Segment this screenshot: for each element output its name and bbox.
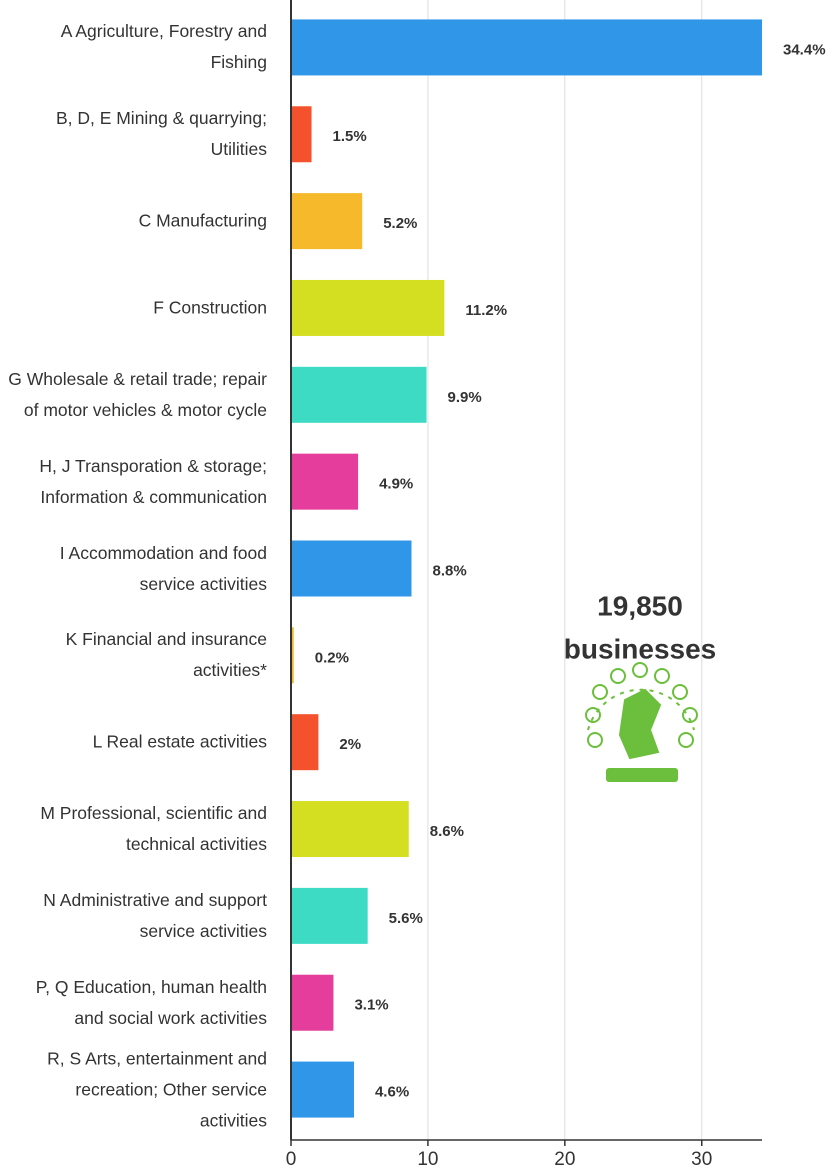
y-tick-label: R, S Arts, entertainment and recreation;…	[47, 1048, 267, 1131]
bar	[291, 193, 363, 250]
bar	[291, 1061, 354, 1118]
bar	[291, 801, 409, 858]
bar	[291, 627, 294, 684]
value-label: 1.5%	[333, 128, 367, 145]
value-label: 8.8%	[432, 562, 466, 579]
value-label: 8.6%	[430, 823, 464, 840]
value-label: 5.2%	[383, 215, 417, 232]
y-tick-label: M Professional, scientific and technical…	[40, 803, 267, 855]
annotation: businesses	[564, 633, 717, 664]
value-label: 9.9%	[448, 389, 482, 406]
y-tick-label: P, Q Education, human health and social …	[35, 976, 267, 1028]
value-label: 5.6%	[389, 910, 423, 927]
value-label: 4.6%	[375, 1084, 409, 1101]
bar	[291, 453, 359, 510]
x-tick-label: 30	[691, 1149, 712, 1170]
x-tick-label: 10	[417, 1149, 438, 1170]
y-tick-label: F Construction	[153, 297, 267, 318]
y-tick-label: N Administrative and support service act…	[43, 889, 267, 941]
value-label: 4.9%	[379, 476, 413, 493]
bar	[291, 366, 427, 423]
bar	[291, 540, 412, 597]
y-tick-label: C Manufacturing	[138, 210, 267, 231]
bar	[291, 974, 334, 1031]
y-tick-label: H, J Transporation & storage; Informatio…	[39, 455, 267, 507]
y-tick-label: B, D, E Mining & quarrying; Utilities	[55, 108, 267, 160]
y-tick-label: A Agriculture, Forestry and Fishing	[60, 21, 267, 73]
value-label: 3.1%	[354, 997, 388, 1014]
value-label: 2%	[339, 736, 361, 753]
value-label: 11.2%	[465, 302, 507, 319]
logo	[585, 662, 698, 782]
y-tick-label: G Wholesale & retail trade; repair of mo…	[8, 368, 267, 420]
bar	[291, 887, 368, 944]
y-tick-label: L Real estate activities	[92, 731, 267, 752]
x-tick-label: 20	[554, 1149, 575, 1170]
bar	[291, 106, 312, 163]
value-label: 0.2%	[315, 649, 349, 666]
bar	[291, 714, 319, 771]
annotation: 19,850	[597, 590, 683, 621]
bar	[291, 279, 445, 336]
y-tick-label: K Financial and insurance activities*	[65, 629, 267, 681]
value-label: 34.4%	[783, 41, 826, 58]
x-tick-label: 0	[286, 1149, 297, 1170]
bar	[291, 19, 762, 76]
y-tick-label: I Accommodation and food service activit…	[59, 542, 267, 594]
